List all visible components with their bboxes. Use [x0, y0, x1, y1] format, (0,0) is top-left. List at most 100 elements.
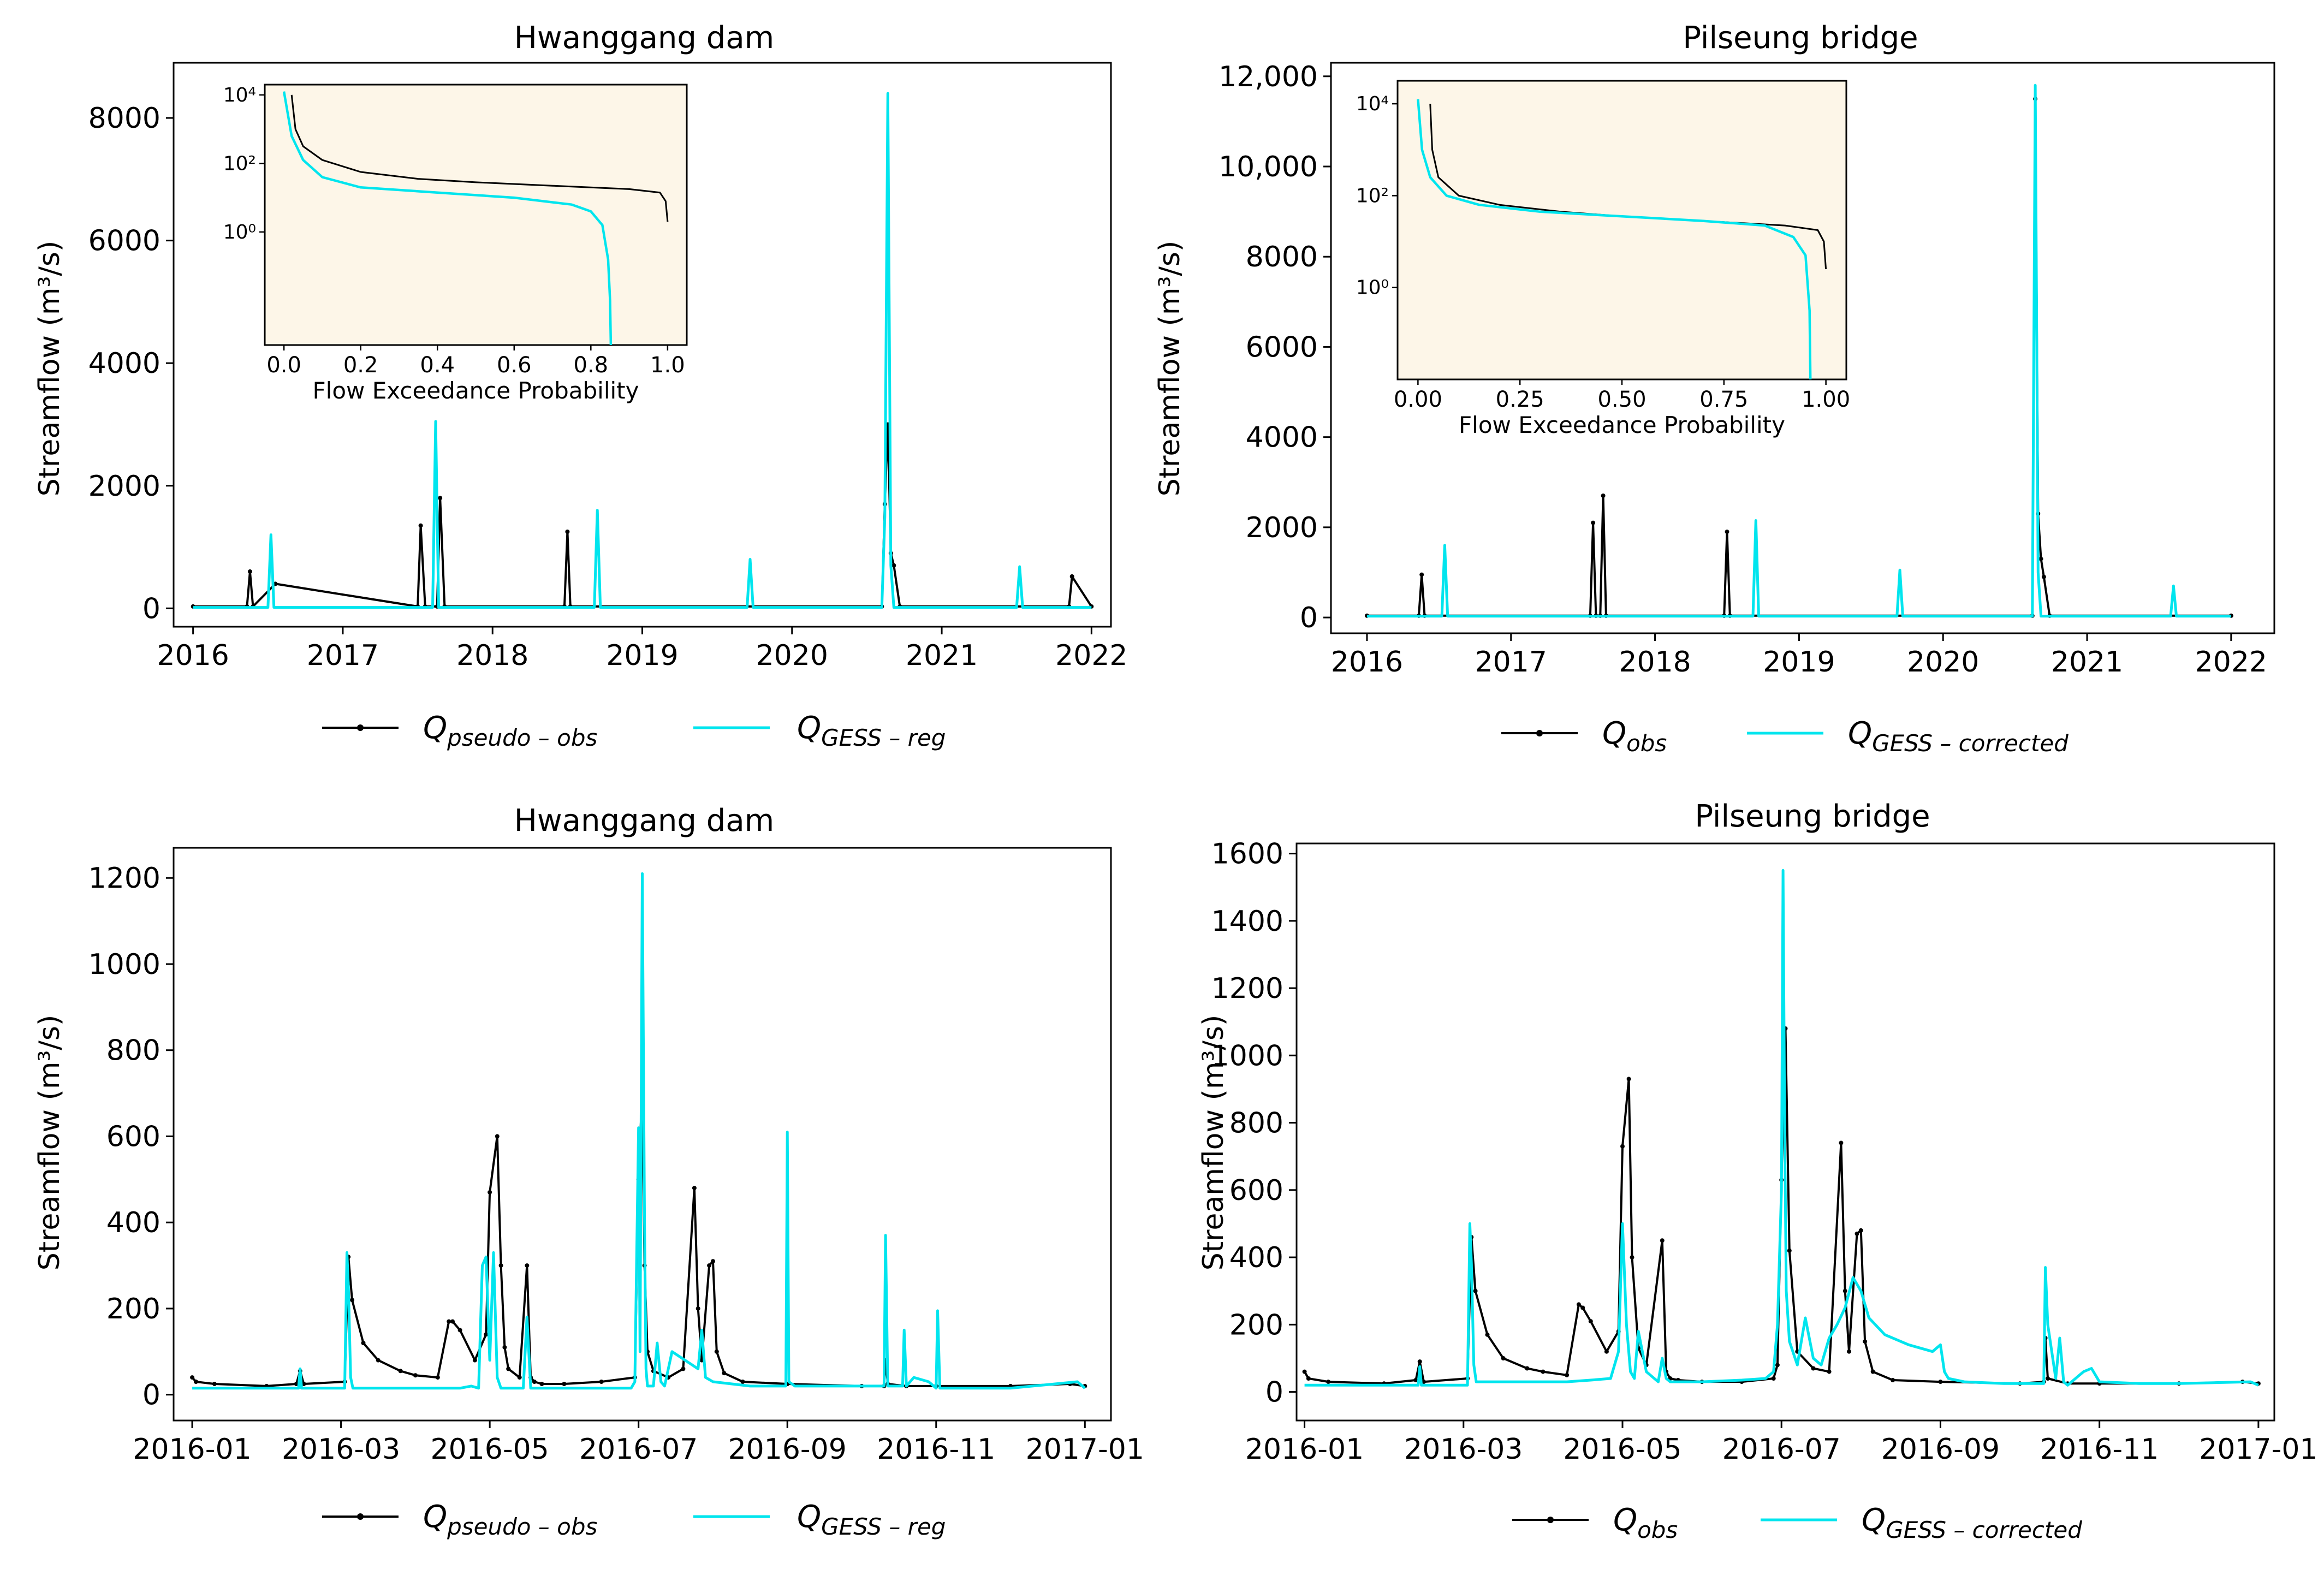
y-tick-label: 0 — [1300, 602, 1318, 634]
y-tick-label: 600 — [1229, 1174, 1283, 1207]
x-tick-label: 2016 — [157, 639, 229, 672]
inset-y-tick-label: 10² — [223, 152, 256, 175]
x-tick-label: 2017 — [307, 639, 379, 672]
plot-frame — [1330, 62, 2275, 634]
x-tick-label: 2016-07 — [579, 1433, 698, 1466]
data-point — [376, 1358, 381, 1363]
inset-x-tick-label: 0.50 — [1597, 387, 1646, 412]
inset-x-tick-label: 0.4 — [420, 353, 455, 378]
y-tick-label: 200 — [1229, 1309, 1283, 1341]
legend-marker — [1536, 730, 1543, 736]
series-line-1 — [193, 92, 1092, 609]
inset-series-line-0 — [290, 94, 669, 222]
data-point — [1541, 1369, 1546, 1374]
data-point — [740, 1380, 745, 1384]
x-tick-label: 2016-09 — [1881, 1433, 2000, 1466]
data-point — [1485, 1332, 1490, 1337]
data-point — [1601, 494, 1606, 498]
chart-title: Hwanggang dam — [514, 803, 774, 839]
data-point — [457, 1328, 462, 1333]
data-point — [301, 1382, 306, 1386]
y-tick-label: 6000 — [88, 225, 161, 258]
legend-label-gess: QGESS – corrected — [1848, 716, 2069, 757]
data-point — [484, 1332, 489, 1337]
x-tick-label: 2017-01 — [1026, 1433, 1144, 1466]
legend-marker — [357, 724, 364, 731]
legend-label-gess: QGESS – reg — [797, 710, 946, 751]
series-line-0 — [191, 1087, 1085, 1387]
data-point — [1565, 1372, 1570, 1377]
y-tick-label: 1200 — [88, 862, 161, 895]
data-point — [1847, 1349, 1851, 1354]
y-tick-label: 0 — [1265, 1376, 1283, 1409]
axes-area: 0 2000 4000 6000 8000 2016 2017 2018 2019 2020 202… — [88, 62, 1128, 672]
inset-x-axis-label: Flow Exceedance Probability — [1459, 412, 1785, 438]
data-point — [696, 1306, 700, 1311]
y-axis-label: Streamflow (m³/s) — [1154, 241, 1186, 496]
plot-frame — [173, 847, 1112, 1422]
legend-label-obs: Qobs — [1602, 716, 1667, 757]
legend: Qpseudo – obs QGESS – reg — [322, 710, 946, 751]
data-point — [294, 1382, 299, 1386]
legend-label-gess: QGESS – corrected — [1862, 1502, 2082, 1543]
y-tick-label: 0 — [142, 592, 161, 625]
data-point — [450, 1319, 455, 1324]
data-point — [532, 1380, 537, 1384]
y-axis-label: Streamflow (m³/s) — [33, 241, 66, 496]
x-tick-label: 2016-07 — [1722, 1433, 1841, 1466]
data-point — [1604, 1349, 1609, 1354]
data-point — [714, 1349, 719, 1354]
data-point — [2046, 1376, 2050, 1381]
x-tick-label: 2016-03 — [282, 1433, 400, 1466]
y-tick-label: 2000 — [1246, 512, 1318, 544]
panel-hwanggang-long: Hwanggang dam Streamflow (m³/s) 0 2000 400… — [33, 20, 1128, 751]
x-tick-label: 2020 — [1907, 646, 1979, 679]
data-point — [1576, 1302, 1581, 1307]
data-point — [190, 1375, 195, 1380]
inset-x-tick-label: 0.75 — [1699, 387, 1748, 412]
data-point — [1620, 1144, 1625, 1149]
y-tick-label: 1000 — [1211, 1039, 1283, 1072]
data-point — [1771, 1376, 1776, 1381]
x-tick-label: 2017-01 — [2199, 1433, 2317, 1466]
legend-label-obs: Qpseudo – obs — [423, 710, 597, 751]
series-line-0 — [193, 423, 1092, 608]
series-line-1 — [1304, 869, 2259, 1387]
x-tick-label: 2022 — [2195, 646, 2267, 679]
y-tick-label: 12,000 — [1219, 61, 1318, 93]
inset-x-tick-label: 0.6 — [497, 353, 532, 378]
y-tick-label: 10,000 — [1219, 151, 1318, 183]
data-point — [435, 1375, 440, 1380]
x-tick-label: 2016-11 — [877, 1433, 995, 1466]
x-tick-label: 2019 — [1763, 646, 1835, 679]
data-point — [212, 1382, 217, 1386]
data-point — [525, 1263, 530, 1268]
data-point — [1473, 1288, 1478, 1293]
x-tick-label: 2022 — [1055, 639, 1127, 672]
data-point — [517, 1375, 522, 1380]
y-tick-label: 800 — [1229, 1107, 1283, 1140]
data-point — [398, 1369, 403, 1374]
legend-label-obs: Qpseudo – obs — [423, 1499, 597, 1540]
data-point — [1842, 1288, 1847, 1293]
inset-x-axis-label: Flow Exceedance Probability — [313, 377, 639, 404]
data-point — [1870, 1369, 1875, 1374]
y-tick-label: 400 — [1229, 1241, 1283, 1274]
data-point — [1863, 1339, 1868, 1344]
data-point — [565, 530, 570, 534]
data-point — [1069, 574, 1074, 579]
x-tick-label: 2018 — [1619, 646, 1691, 679]
x-tick-label: 2021 — [2051, 646, 2123, 679]
x-tick-label: 2016 — [1331, 646, 1403, 679]
data-point — [1626, 1077, 1631, 1081]
x-tick-label: 2016-03 — [1404, 1433, 1523, 1466]
data-point — [1855, 1231, 1859, 1236]
inset-y-tick-label: 10⁰ — [223, 221, 256, 243]
data-point — [1501, 1356, 1506, 1360]
data-point — [447, 1319, 451, 1324]
data-point — [1306, 1376, 1311, 1381]
axes-area: 0 200 400 600 800 1000 1200 1400 1600 2016-01 2016… — [1211, 837, 2318, 1466]
data-point — [1413, 1378, 1418, 1382]
data-point — [413, 1373, 418, 1378]
